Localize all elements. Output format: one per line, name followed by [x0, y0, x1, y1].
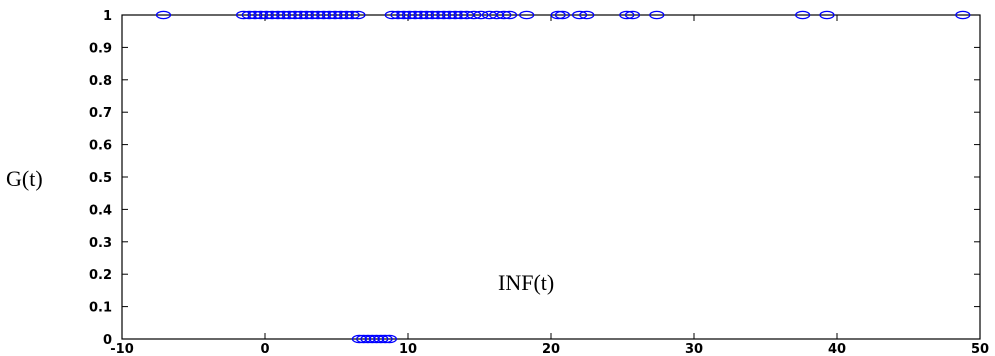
- scatter-point: [333, 10, 349, 20]
- scatter-point: [155, 10, 172, 20]
- scatter-point: [356, 334, 372, 344]
- scatter-point: [338, 10, 355, 20]
- scatter-point: [554, 10, 571, 20]
- scatter-point: [519, 10, 535, 20]
- scatter-point: [550, 10, 566, 20]
- data-markers: [155, 10, 971, 344]
- chart-annotation: INF(t): [498, 270, 554, 295]
- scatter-point: [407, 10, 423, 20]
- y-tick-label: 0.5: [89, 171, 112, 186]
- x-tick-label: 40: [828, 342, 846, 356]
- scatter-point: [258, 10, 275, 20]
- scatter-point: [795, 10, 811, 20]
- scatter-point: [377, 334, 393, 344]
- scatter-point: [453, 10, 469, 20]
- x-tick-label: -10: [110, 342, 134, 356]
- scatter-point: [287, 10, 303, 20]
- scatter-point: [344, 10, 360, 20]
- scatter-point: [413, 10, 429, 20]
- scatter-point: [579, 10, 595, 20]
- y-tick-label: 0.1: [89, 301, 112, 316]
- scatter-point: [418, 10, 435, 20]
- scatter-point: [619, 10, 635, 20]
- y-tick-label: 0.6: [89, 139, 112, 154]
- scatter-point: [327, 10, 343, 20]
- y-tick-label: 0.8: [89, 74, 112, 89]
- y-tick-label: 0.7: [89, 106, 112, 121]
- scatter-point: [270, 10, 286, 20]
- scatter-point: [241, 10, 257, 20]
- x-tick-label: 10: [399, 342, 417, 356]
- scatter-point: [235, 10, 252, 20]
- scatter-point: [501, 10, 518, 20]
- scatter-point: [624, 10, 641, 20]
- y-tick-label: 0.3: [89, 236, 112, 251]
- scatter-point: [360, 334, 376, 344]
- y-tick-label: 0.9: [89, 41, 112, 56]
- scatter-point: [955, 10, 971, 20]
- scatter-point: [373, 334, 389, 344]
- x-tick-label: 0: [260, 342, 269, 356]
- scatter-point: [310, 10, 326, 20]
- x-tick-label: 30: [685, 342, 703, 356]
- scatter-point: [430, 10, 446, 20]
- y-tick-label: 1: [103, 9, 112, 24]
- x-tick-label: 20: [542, 342, 560, 356]
- scatter-point: [384, 10, 400, 20]
- scatter-point: [390, 10, 406, 20]
- y-tick-label: 0.2: [89, 268, 112, 283]
- scatter-point: [264, 10, 280, 20]
- scatter-point: [473, 10, 489, 20]
- scatter-point: [424, 10, 440, 20]
- scatter-point: [293, 10, 309, 20]
- scatter-point: [351, 334, 367, 344]
- scatter-point: [396, 10, 412, 20]
- scatter-point: [368, 334, 385, 344]
- scatter-point: [489, 10, 505, 20]
- scatter-point: [466, 10, 482, 20]
- scatter-point: [298, 10, 315, 20]
- scatter-point: [571, 10, 588, 20]
- scatter-point: [819, 10, 835, 20]
- scatter-point: [381, 334, 398, 344]
- axis-ticks: -10 0 10 20 30 40 5000.10.20.30.40.50.60.70.80…: [89, 9, 989, 356]
- scatter-point: [304, 10, 320, 20]
- scatter-point: [447, 10, 463, 20]
- y-axis-label: G(t): [6, 166, 43, 191]
- scatter-point: [364, 334, 380, 344]
- scatter-point: [321, 10, 337, 20]
- scatter-point: [649, 10, 665, 20]
- scatter-point: [316, 10, 332, 20]
- scatter-point: [436, 10, 452, 20]
- scatter-point: [253, 10, 269, 20]
- scatter-point: [247, 10, 263, 20]
- y-tick-label: 0.4: [89, 203, 112, 218]
- scatter-point: [350, 10, 366, 20]
- scatter-point: [441, 10, 458, 20]
- x-tick-label: 50: [971, 342, 989, 356]
- y-tick-label: 0: [103, 333, 112, 348]
- scatter-point: [496, 10, 512, 20]
- scatter-point: [275, 10, 292, 20]
- scatter-point: [281, 10, 297, 20]
- scatter-point: [401, 10, 418, 20]
